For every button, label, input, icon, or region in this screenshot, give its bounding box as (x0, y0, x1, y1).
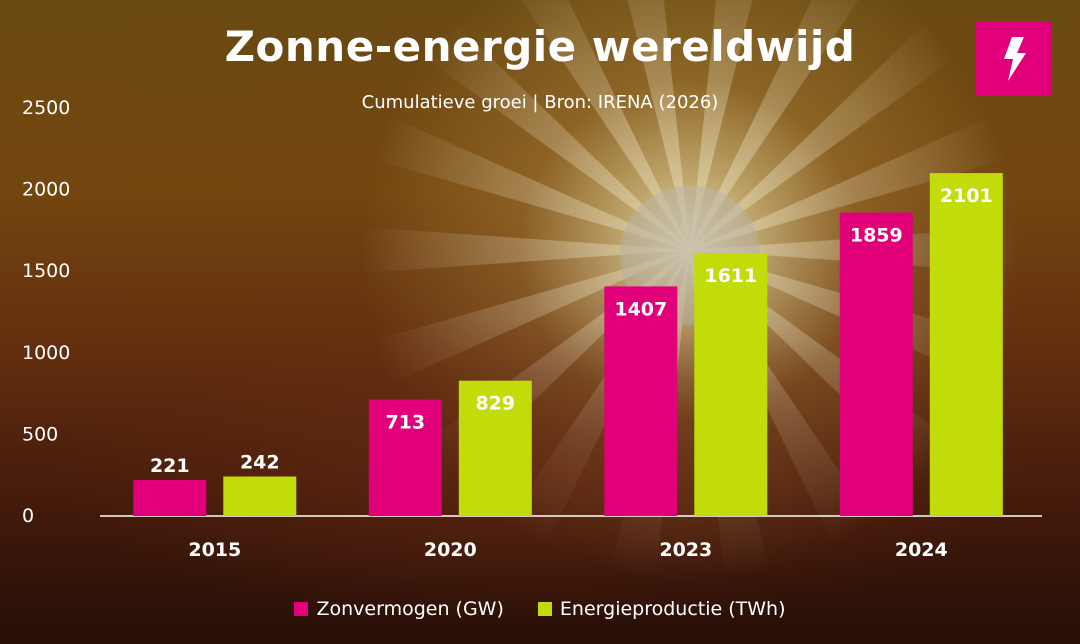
x-tick-label: 2015 (188, 539, 241, 561)
brand-logo (976, 21, 1051, 96)
bar-value-label: 242 (240, 452, 280, 474)
x-tick-label: 2023 (659, 539, 712, 561)
y-tick-label: 500 (22, 423, 58, 445)
chart-title: Zonne-energie wereldwijd (224, 22, 856, 71)
bar-1 (368, 399, 442, 516)
chart-subtitle: Cumulatieve groei | Bron: IRENA (2026) (361, 92, 719, 113)
bar-1 (839, 212, 913, 516)
bar-value-label: 829 (475, 393, 515, 415)
bar-1 (604, 286, 678, 516)
bar-2 (694, 253, 768, 516)
bar-2 (223, 476, 297, 516)
y-tick-label: 0 (22, 505, 34, 527)
bar-value-label: 1407 (614, 298, 667, 320)
bar-value-label: 1611 (704, 265, 757, 287)
legend-label-series-1: Zonvermogen (GW) (316, 598, 504, 620)
y-tick-label: 2500 (22, 97, 70, 119)
legend-item-series-1: Zonvermogen (GW) (294, 598, 504, 620)
bar-value-label: 1859 (850, 225, 903, 247)
bar-1 (133, 479, 207, 516)
x-tick-label: 2024 (895, 539, 948, 561)
legend-swatch-series-1 (294, 602, 309, 616)
bar-2 (458, 380, 532, 516)
x-tick-label: 2020 (424, 539, 477, 561)
bar-value-label: 221 (150, 455, 190, 477)
legend-label-series-2: Energieproductie (TWh) (559, 598, 786, 620)
lightning-bolt-icon (1003, 36, 1026, 81)
bar-value-label: 713 (385, 412, 425, 434)
bar-2 (929, 173, 1003, 516)
legend-item-series-2: Energieproductie (TWh) (537, 598, 786, 620)
legend-swatch-series-2 (537, 602, 552, 616)
chart-legend: Zonvermogen (GW) Energieproductie (TWh) (0, 598, 1080, 621)
y-tick-label: 2000 (22, 179, 70, 201)
y-tick-label: 1000 (22, 342, 70, 364)
y-tick-label: 1500 (22, 260, 70, 282)
bar-value-label: 2101 (940, 185, 993, 207)
